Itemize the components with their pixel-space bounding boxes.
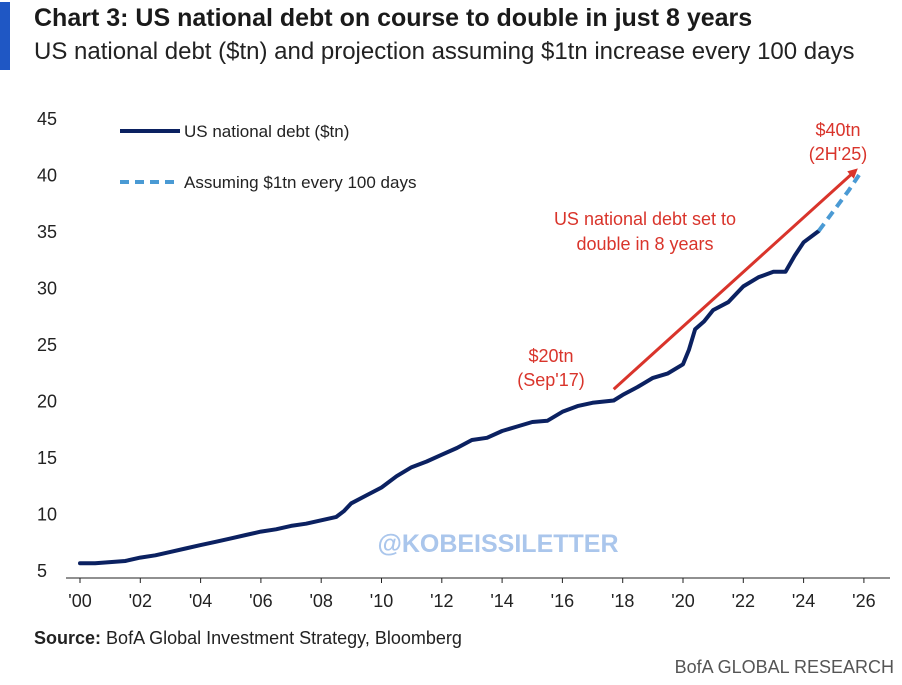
annotation-40tn-line: (2H'25) — [809, 144, 867, 164]
annotation-arrow — [612, 168, 858, 391]
y-tick-label: 45 — [37, 109, 57, 129]
annotation-20tn-line: (Sep'17) — [517, 370, 584, 390]
legend-label-projection: Assuming $1tn every 100 days — [184, 173, 416, 192]
x-tick-label: '16 — [551, 591, 574, 611]
x-tick-label: '06 — [249, 591, 272, 611]
x-tick-label: '02 — [129, 591, 152, 611]
y-tick-label: 40 — [37, 166, 57, 186]
annotation-20tn-line: $20tn — [528, 346, 573, 366]
y-tick-label: 30 — [37, 279, 57, 299]
y-tick-label: 20 — [37, 392, 57, 412]
x-tick-label: '10 — [370, 591, 393, 611]
x-tick-label: '00 — [68, 591, 91, 611]
source-label: Source: — [34, 628, 102, 648]
series-line-actual-debt — [78, 229, 821, 566]
x-tick-label: '20 — [671, 591, 694, 611]
title-accent-bar — [0, 2, 10, 70]
x-tick-label: '24 — [792, 591, 815, 611]
annotation-double-line: US national debt set to — [554, 209, 736, 229]
legend-label-actual: US national debt ($tn) — [184, 122, 349, 141]
annotation-double-line: double in 8 years — [576, 234, 713, 254]
x-tick-label: '22 — [732, 591, 755, 611]
y-tick-label: 5 — [37, 561, 47, 581]
brand-label: BofA GLOBAL RESEARCH — [674, 657, 894, 677]
x-tick-label: '18 — [611, 591, 634, 611]
watermark-text: @KOBEISSILETTER — [377, 530, 618, 558]
y-tick-label: 35 — [37, 222, 57, 242]
y-tick-label: 25 — [37, 335, 57, 355]
annotation-40tn-line: $40tn — [815, 120, 860, 140]
x-tick-label: '08 — [309, 591, 332, 611]
chart-title: Chart 3: US national debt on course to d… — [34, 4, 753, 32]
y-tick-label: 10 — [37, 505, 57, 525]
x-tick-label: '04 — [189, 591, 212, 611]
series-line-projection — [817, 173, 862, 233]
source-text: BofA Global Investment Strategy, Bloombe… — [106, 628, 462, 648]
x-tick-label: '12 — [430, 591, 453, 611]
x-tick-label: '26 — [852, 591, 875, 611]
source-note: Source: BofA Global Investment Strategy,… — [34, 628, 462, 649]
y-tick-label: 15 — [37, 448, 57, 468]
x-tick-label: '14 — [490, 591, 513, 611]
chart-subtitle: US national debt ($tn) and projection as… — [34, 38, 855, 65]
